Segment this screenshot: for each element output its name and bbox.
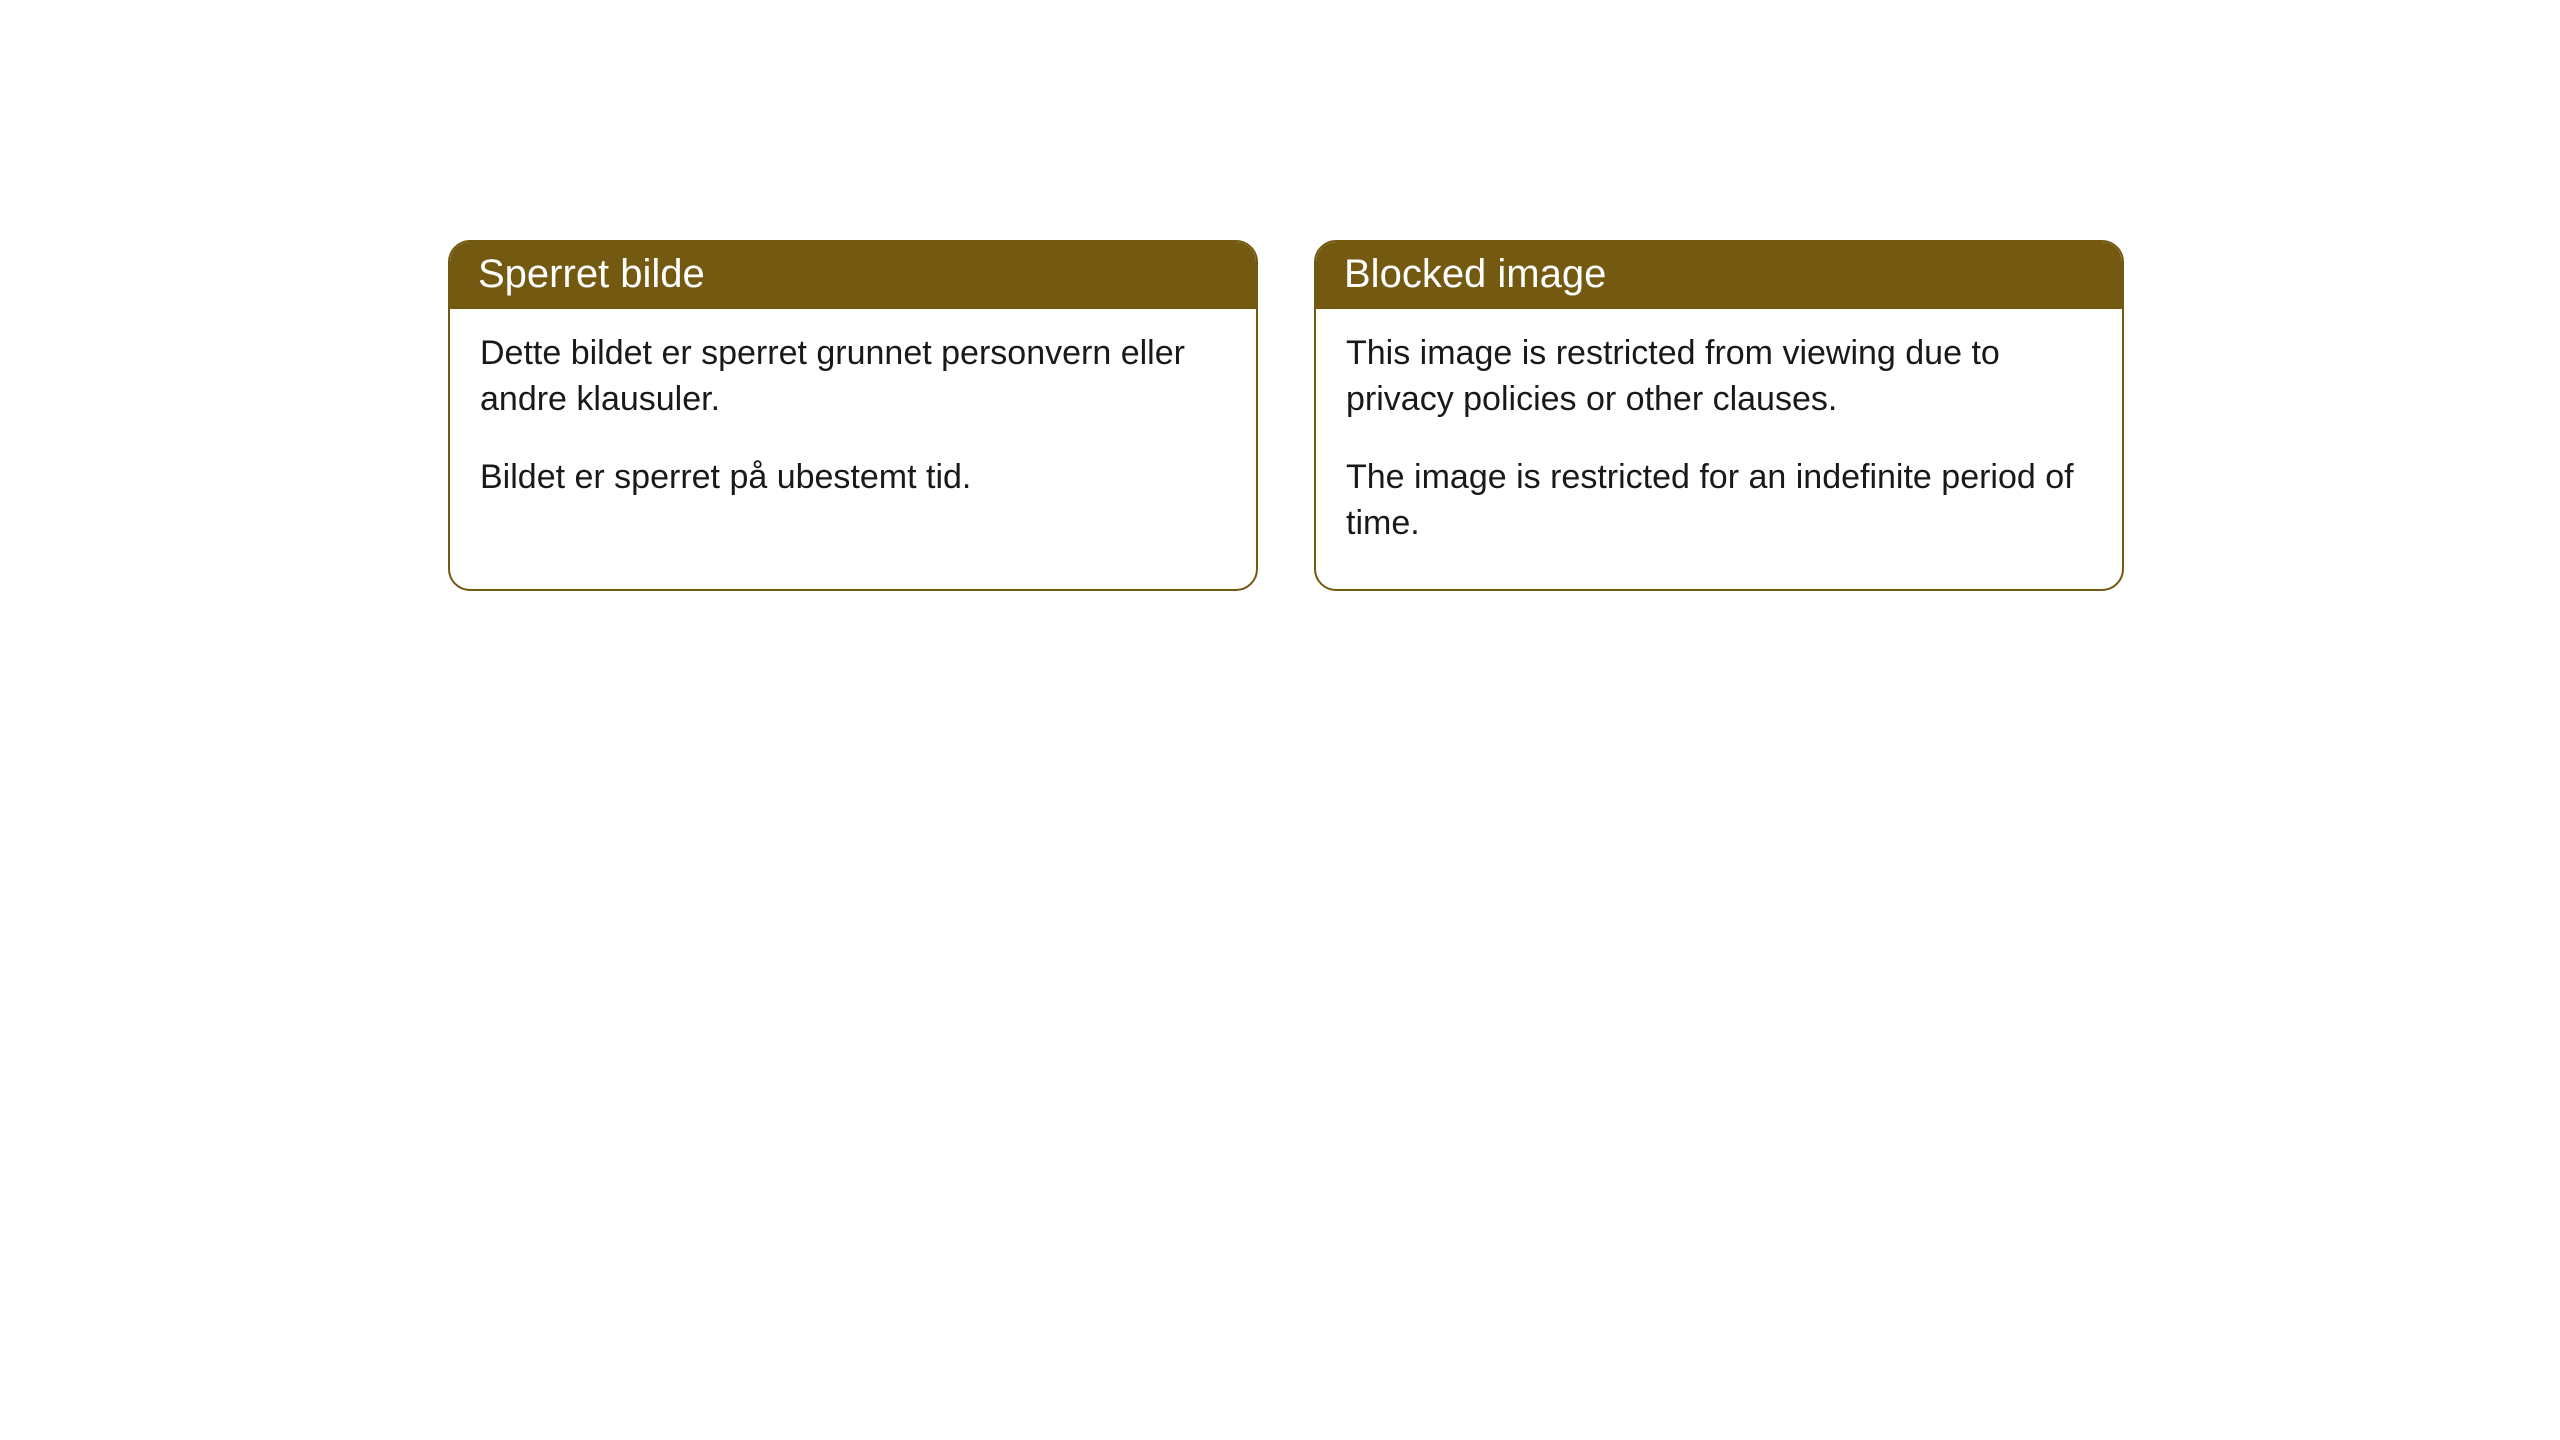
card-title: Sperret bilde [478, 252, 705, 296]
card-paragraph: Bildet er sperret på ubestemt tid. [480, 455, 1226, 501]
card-body: Dette bildet er sperret grunnet personve… [450, 309, 1256, 543]
card-header: Sperret bilde [450, 242, 1256, 309]
card-paragraph: Dette bildet er sperret grunnet personve… [480, 331, 1226, 423]
notice-card-english: Blocked image This image is restricted f… [1314, 240, 2124, 591]
notice-cards-container: Sperret bilde Dette bildet er sperret gr… [0, 0, 2560, 591]
notice-card-norwegian: Sperret bilde Dette bildet er sperret gr… [448, 240, 1258, 591]
card-body: This image is restricted from viewing du… [1316, 309, 2122, 589]
card-paragraph: This image is restricted from viewing du… [1346, 331, 2092, 423]
card-title: Blocked image [1344, 252, 1606, 296]
card-header: Blocked image [1316, 242, 2122, 309]
card-paragraph: The image is restricted for an indefinit… [1346, 455, 2092, 547]
